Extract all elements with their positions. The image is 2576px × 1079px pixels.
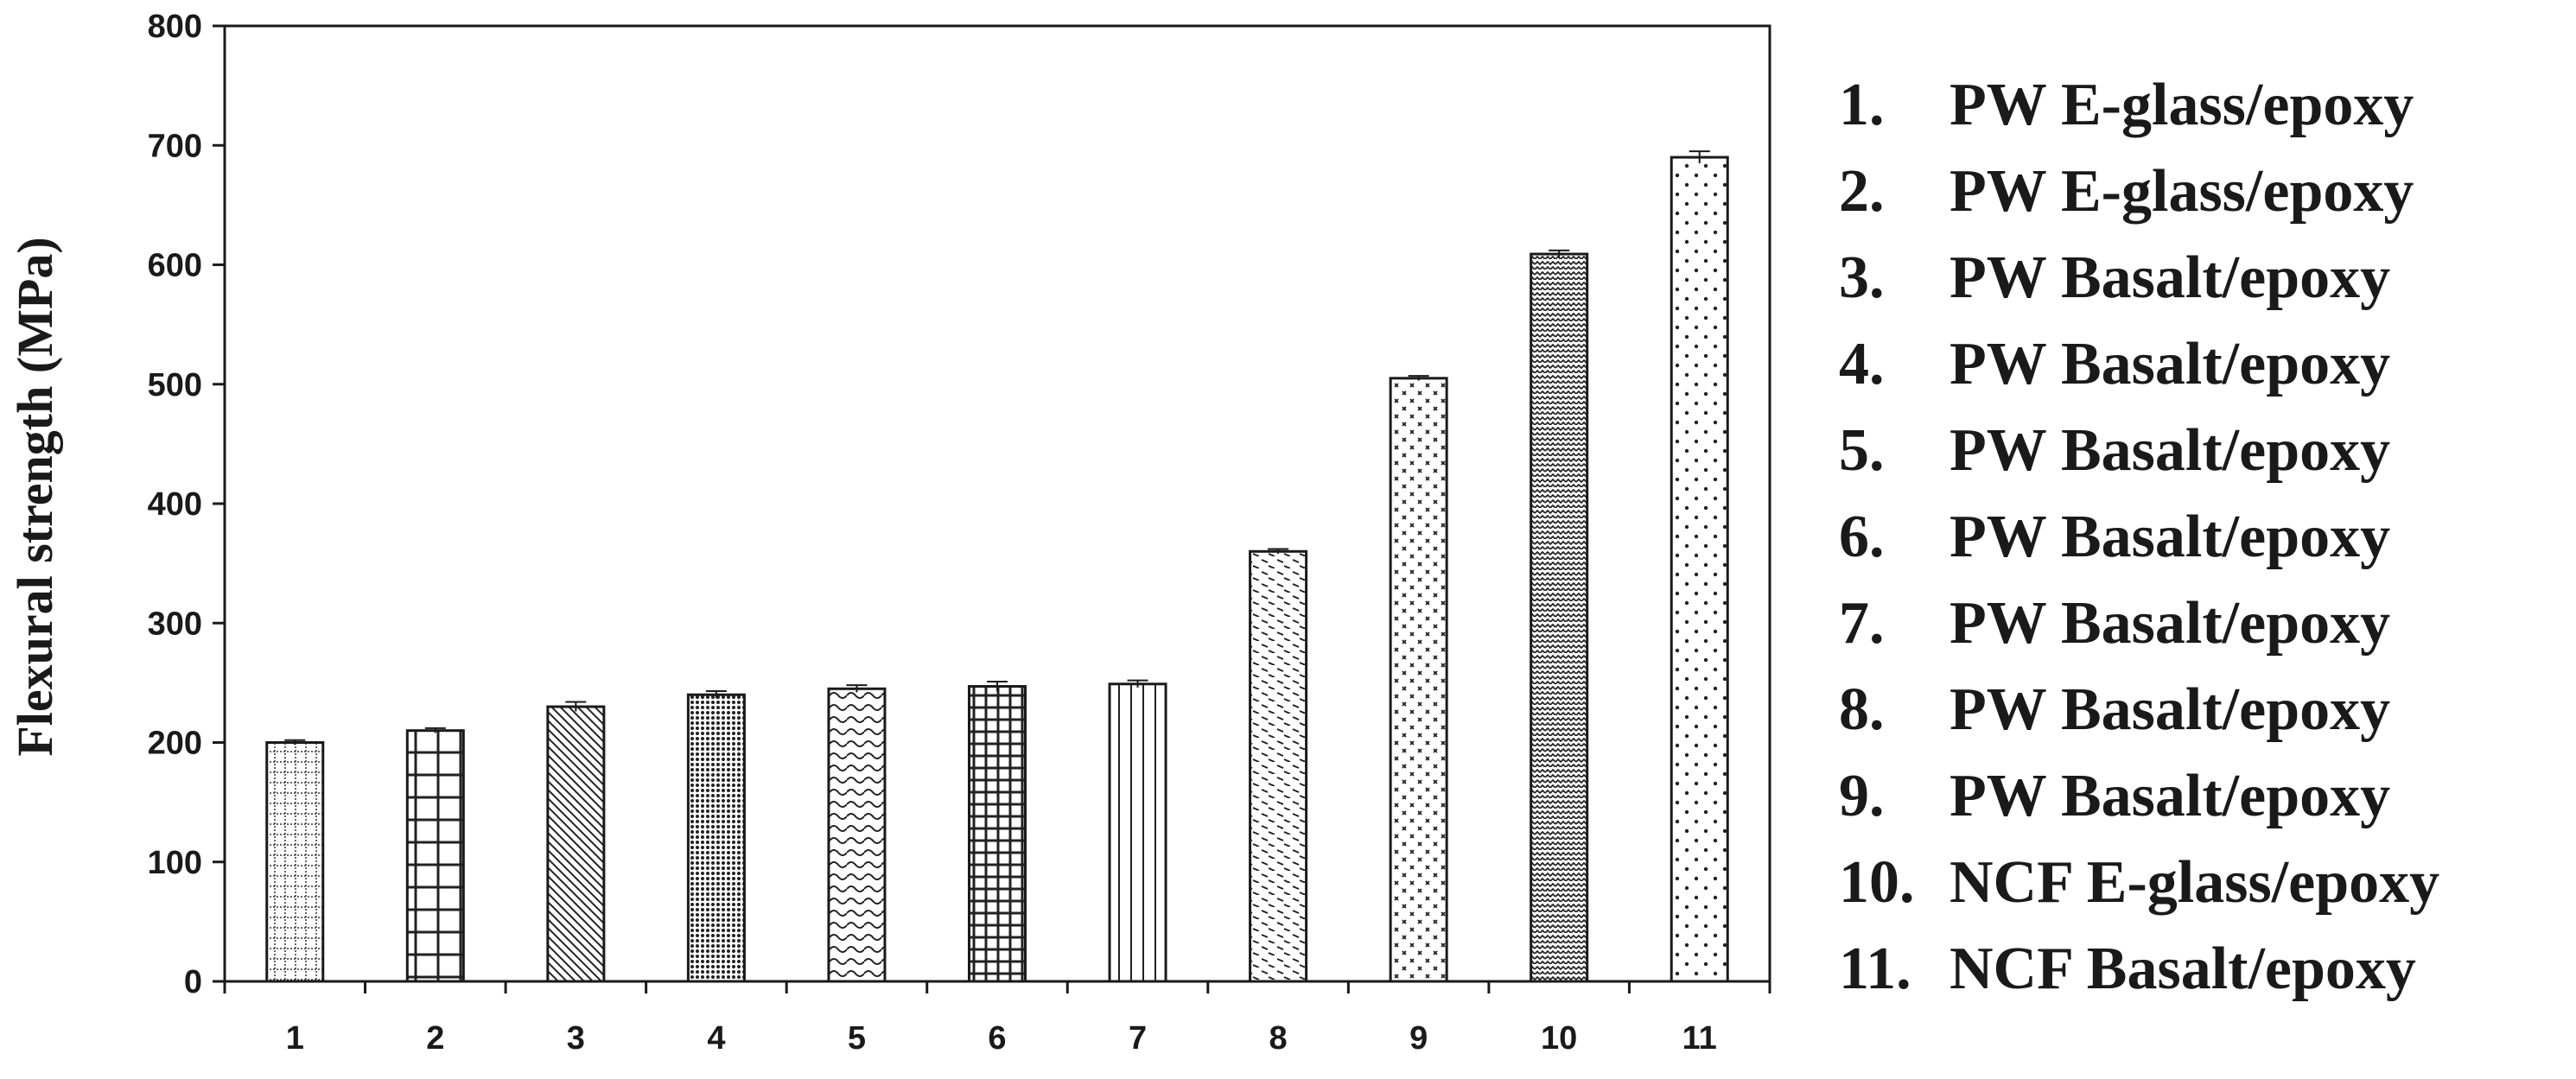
legend-item-label: PW Basalt/epoxy: [1949, 331, 2391, 397]
legend-item-label: NCF Basalt/epoxy: [1949, 936, 2416, 1002]
legend-item: 5. PW Basalt/epoxy: [1839, 408, 2439, 494]
legend-item: 6. PW Basalt/epoxy: [1839, 494, 2439, 581]
y-tick-label: 0: [184, 964, 202, 1000]
legend-item: 11. NCF Basalt/epoxy: [1839, 926, 2439, 1012]
legend: 1. PW E-glass/epoxy 2. PW E-glass/epoxy 3. PW…: [1839, 62, 2439, 1012]
y-tick-label: 800: [148, 9, 202, 45]
legend-item-label: PW Basalt/epoxy: [1949, 417, 2391, 484]
bar-11: [1670, 156, 1729, 983]
x-tick-label: 3: [567, 1020, 585, 1057]
y-tick-label: 500: [148, 367, 202, 403]
bar-5: [827, 687, 887, 983]
bar-6: [967, 685, 1027, 983]
legend-item-number: 1.: [1839, 72, 1885, 138]
legend-item-number: 6.: [1839, 504, 1885, 570]
legend-item-number: 11.: [1839, 936, 1911, 1002]
bar-10: [1530, 252, 1589, 983]
legend-item-number: 5.: [1839, 417, 1885, 484]
y-axis-label: Flexural strength (MPa): [7, 237, 63, 756]
x-tick-label: 7: [1129, 1020, 1147, 1057]
y-tick-label: 600: [148, 248, 202, 284]
y-tick-label: 700: [148, 128, 202, 164]
legend-item-label: PW Basalt/epoxy: [1949, 676, 2391, 743]
x-tick-label: 9: [1409, 1020, 1428, 1057]
legend-item-label: PW E-glass/epoxy: [1949, 158, 2414, 225]
legend-item-label: PW Basalt/epoxy: [1949, 763, 2391, 829]
legend-item-number: 9.: [1839, 763, 1885, 829]
legend-item-label: NCF E-glass/epoxy: [1949, 849, 2440, 916]
legend-item-number: 8.: [1839, 676, 1885, 743]
legend-item: 3. PW Basalt/epoxy: [1839, 235, 2439, 321]
bar-8: [1249, 549, 1308, 983]
legend-item-number: 7.: [1839, 590, 1885, 657]
plot-area: 0 100 200 300 400 500 600 700 800 1 2 3 4 5 6 7 8 9 10 11: [148, 9, 1771, 1057]
legend-item: 1. PW E-glass/epoxy: [1839, 62, 2439, 149]
legend-item-label: PW E-glass/epoxy: [1949, 72, 2414, 138]
legend-item-label: PW Basalt/epoxy: [1949, 244, 2391, 311]
legend-item-number: 3.: [1839, 244, 1885, 311]
x-tick-label: 1: [286, 1020, 304, 1057]
legend-item: 4. PW Basalt/epoxy: [1839, 321, 2439, 408]
legend-item: 7. PW Basalt/epoxy: [1839, 581, 2439, 667]
legend-item-label: PW Basalt/epoxy: [1949, 504, 2391, 570]
legend-item: 8. PW Basalt/epoxy: [1839, 667, 2439, 753]
legend-item-number: 4.: [1839, 331, 1885, 397]
x-tick-label: 2: [426, 1020, 444, 1057]
legend-item: 10. NCF E-glass/epoxy: [1839, 840, 2439, 926]
legend-item-number: 2.: [1839, 158, 1885, 225]
x-tick-label: 8: [1269, 1020, 1288, 1057]
bar-9: [1389, 377, 1448, 983]
bar-2: [405, 729, 465, 983]
x-tick-label: 6: [988, 1020, 1006, 1057]
x-tick-label: 10: [1541, 1020, 1577, 1057]
legend-item-label: PW Basalt/epoxy: [1949, 590, 2391, 657]
y-tick-label: 200: [148, 726, 202, 762]
x-tick-label: 11: [1682, 1020, 1717, 1057]
x-tick-label: 5: [848, 1020, 866, 1057]
bar-4: [686, 693, 746, 983]
bar-7: [1108, 682, 1167, 983]
y-tick-label: 100: [148, 845, 202, 881]
legend-item: 9. PW Basalt/epoxy: [1839, 753, 2439, 840]
x-tick-label: 4: [707, 1020, 725, 1057]
bar-3: [546, 705, 606, 983]
bar-1: [265, 741, 325, 983]
y-tick-label: 400: [148, 486, 202, 523]
legend-item: 2. PW E-glass/epoxy: [1839, 149, 2439, 235]
y-tick-label: 300: [148, 606, 202, 642]
legend-item-number: 10.: [1839, 849, 1915, 916]
